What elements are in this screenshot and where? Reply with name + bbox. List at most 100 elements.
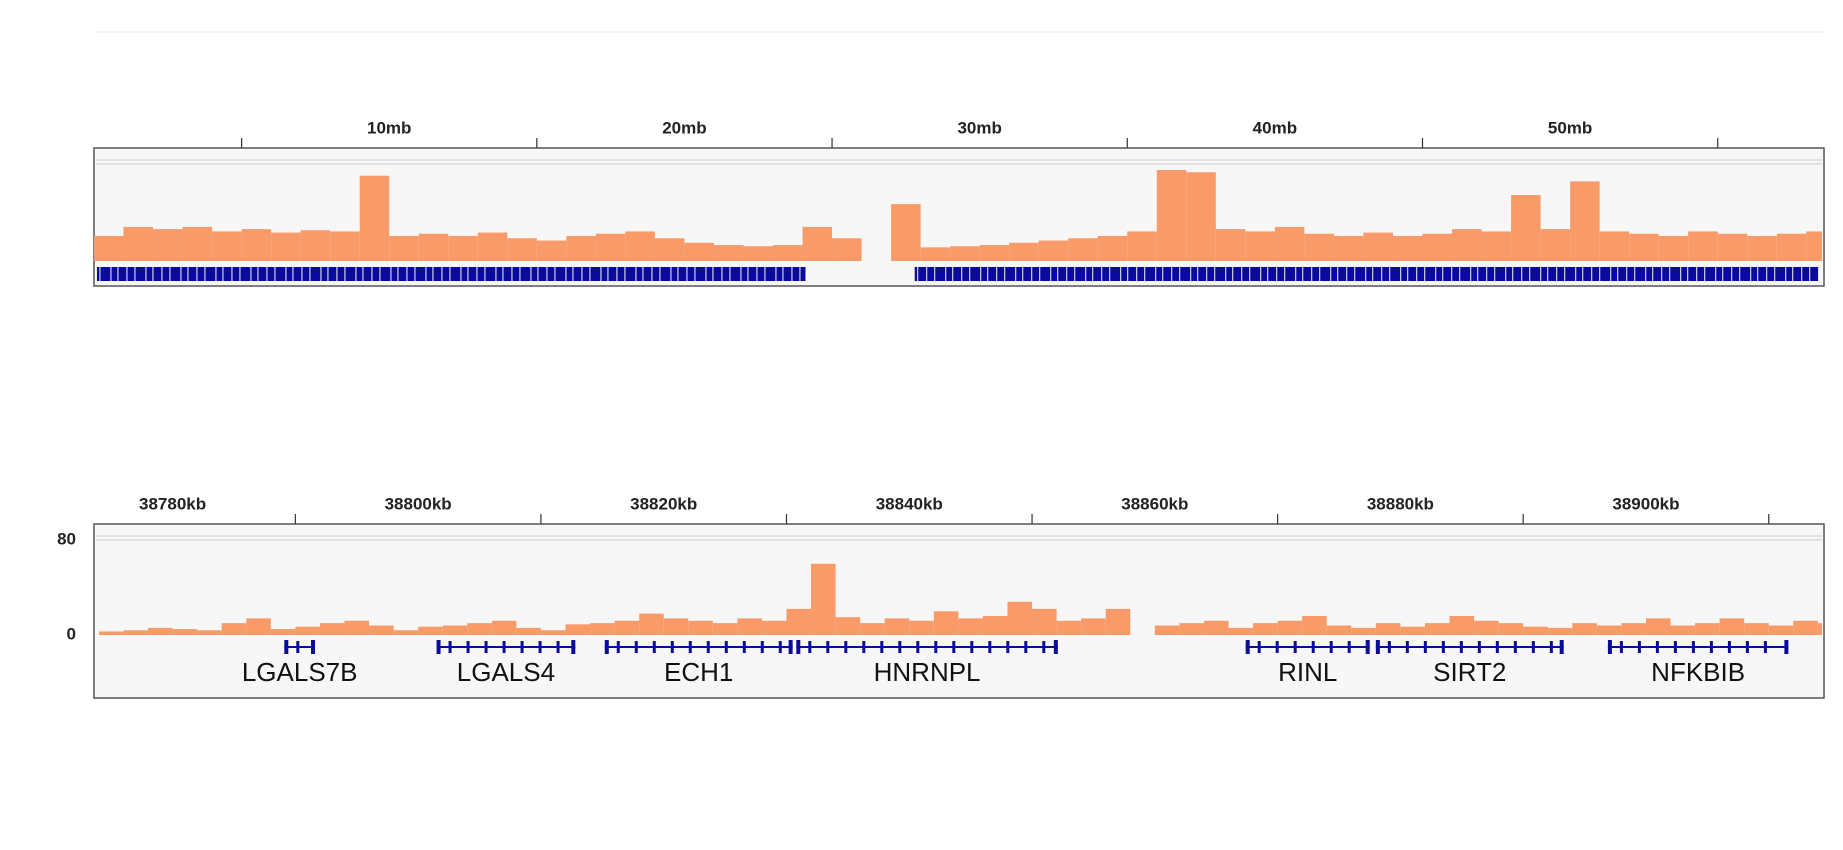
coverage-bar bbox=[1599, 231, 1630, 261]
x-tick-label: 40mb bbox=[1253, 118, 1297, 137]
coverage-bar bbox=[182, 226, 213, 261]
x-tick-label: 38900kb bbox=[1612, 494, 1679, 513]
exon bbox=[706, 641, 710, 653]
exon bbox=[742, 641, 746, 653]
coverage-bar bbox=[654, 238, 685, 261]
exon bbox=[1441, 641, 1445, 653]
coverage-bar bbox=[1253, 623, 1278, 635]
coverage-bar bbox=[1056, 620, 1082, 635]
exon bbox=[1365, 640, 1370, 654]
coverage-bar bbox=[982, 616, 1008, 635]
exon bbox=[1607, 640, 1612, 654]
coverage-bar bbox=[1570, 181, 1600, 261]
coverage-bar bbox=[1658, 235, 1689, 261]
coverage-bar bbox=[359, 175, 390, 261]
exon bbox=[898, 641, 902, 653]
coverage-bar bbox=[418, 233, 449, 261]
exon bbox=[520, 641, 524, 653]
coverage-bar bbox=[891, 204, 921, 261]
coverage-bar bbox=[614, 620, 640, 635]
coverage-bar bbox=[1424, 623, 1450, 635]
coverage-bar bbox=[590, 623, 615, 635]
coverage-bar bbox=[1768, 625, 1794, 635]
coverage-bar bbox=[330, 231, 360, 261]
coverage-bar bbox=[1097, 235, 1128, 261]
coverage-bar bbox=[270, 629, 296, 635]
exon bbox=[1329, 641, 1333, 653]
coverage-bar bbox=[221, 623, 247, 635]
coverage-bar bbox=[1375, 623, 1401, 635]
coverage-bar bbox=[920, 247, 951, 261]
coverage-bar bbox=[1629, 233, 1659, 261]
coverage-bar bbox=[1228, 627, 1254, 635]
coverage-bar bbox=[835, 617, 861, 635]
exon bbox=[652, 641, 656, 653]
coverage-bar bbox=[713, 245, 744, 261]
coverage-bar bbox=[639, 613, 664, 635]
coverage-bar bbox=[241, 229, 272, 261]
coverage-bar bbox=[418, 626, 443, 635]
coverage-bar bbox=[684, 242, 714, 261]
exon bbox=[1024, 641, 1028, 653]
gene-name: RINL bbox=[1278, 657, 1337, 687]
exon bbox=[1513, 641, 1517, 653]
coverage-bar bbox=[1511, 195, 1541, 261]
coverage-bar bbox=[212, 231, 242, 261]
coverage-bar bbox=[1068, 238, 1098, 261]
exon bbox=[760, 641, 764, 653]
coverage-bar bbox=[1007, 601, 1033, 635]
exon bbox=[1459, 641, 1463, 653]
coverage-bar bbox=[344, 620, 370, 635]
exon bbox=[284, 640, 289, 654]
coverage-bar bbox=[448, 235, 478, 261]
exon bbox=[724, 641, 728, 653]
coverage-bar bbox=[1688, 231, 1718, 261]
coverage-bar bbox=[1645, 618, 1671, 635]
coverage-bar bbox=[123, 630, 149, 635]
panel-frame bbox=[93, 147, 1825, 287]
coverage-bar bbox=[565, 624, 591, 635]
exon bbox=[1637, 641, 1641, 653]
coverage-bar bbox=[1449, 616, 1475, 635]
coverage-bar bbox=[1038, 240, 1069, 261]
panel-frame bbox=[93, 523, 1825, 699]
coverage-bar bbox=[393, 630, 419, 635]
coverage-bar bbox=[516, 627, 541, 635]
coverage-bar bbox=[295, 626, 320, 635]
exon bbox=[311, 640, 316, 654]
coverage-bar bbox=[1744, 623, 1769, 635]
coverage-bar bbox=[1747, 235, 1777, 261]
coverage-bar bbox=[1817, 623, 1822, 635]
coverage-bar bbox=[933, 611, 959, 635]
exon bbox=[466, 641, 470, 653]
coverage-bar bbox=[1156, 170, 1187, 261]
y-tick-label: 80 bbox=[57, 529, 76, 548]
exon bbox=[1709, 641, 1713, 653]
exon bbox=[670, 641, 674, 653]
gene-line bbox=[1607, 646, 1789, 648]
gene-line bbox=[1245, 646, 1370, 648]
exon bbox=[1423, 641, 1427, 653]
coverage-bar bbox=[1105, 608, 1131, 635]
coverage-bar bbox=[832, 238, 862, 261]
coverage-bar bbox=[1009, 242, 1039, 261]
exon bbox=[1311, 641, 1315, 653]
exon bbox=[1763, 641, 1767, 653]
coverage-bar bbox=[467, 623, 492, 635]
coverage-bar bbox=[319, 623, 345, 635]
exon bbox=[1619, 641, 1623, 653]
exon bbox=[808, 641, 812, 653]
coverage-bar bbox=[1363, 232, 1393, 261]
coverage-bar bbox=[1326, 625, 1352, 635]
coverage-bar bbox=[1179, 623, 1204, 635]
exon bbox=[1655, 641, 1659, 653]
x-tick-label: 38780kb bbox=[139, 494, 206, 513]
coverage-bar bbox=[1776, 233, 1807, 261]
coverage-bar bbox=[123, 226, 154, 261]
exon bbox=[778, 641, 782, 653]
coverage-bar bbox=[1127, 231, 1157, 261]
coverage-bar bbox=[712, 623, 738, 635]
exon bbox=[1245, 640, 1250, 654]
coverage-bar bbox=[1596, 625, 1622, 635]
